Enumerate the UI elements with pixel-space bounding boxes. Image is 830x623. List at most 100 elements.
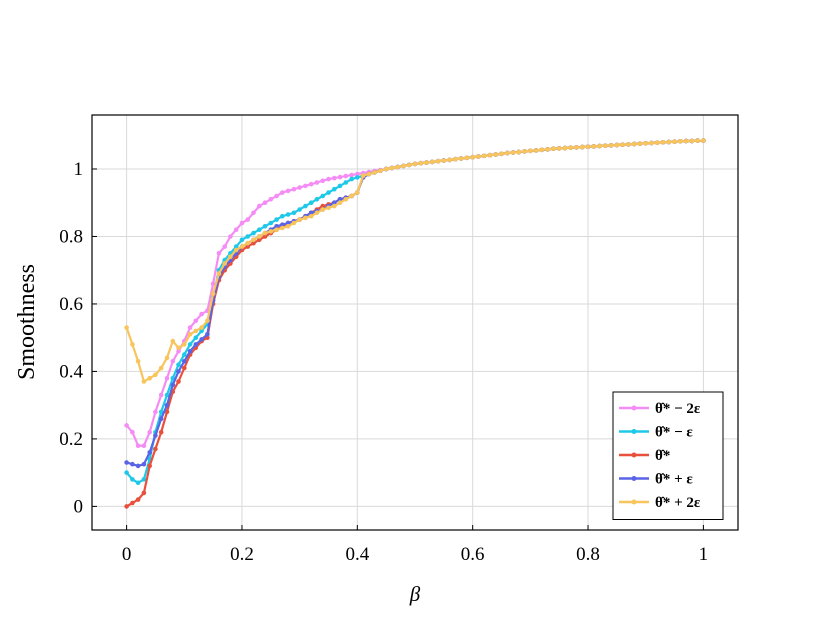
data-point bbox=[124, 325, 129, 330]
data-point bbox=[355, 171, 360, 177]
legend-marker bbox=[631, 405, 637, 411]
data-point bbox=[187, 342, 193, 347]
data-point bbox=[153, 372, 158, 378]
data-point bbox=[614, 142, 620, 148]
data-point bbox=[257, 203, 262, 209]
data-point bbox=[280, 213, 285, 219]
data-point bbox=[187, 325, 193, 330]
y-axis-title: Smoothness bbox=[14, 264, 40, 380]
data-point bbox=[626, 142, 631, 147]
data-point bbox=[176, 345, 181, 351]
data-point bbox=[147, 375, 152, 381]
data-point bbox=[297, 185, 302, 190]
x-tick-label: 0.4 bbox=[345, 544, 369, 565]
data-point bbox=[199, 337, 204, 342]
data-point bbox=[280, 225, 285, 231]
data-point bbox=[332, 186, 337, 192]
data-point bbox=[314, 197, 320, 202]
data-point bbox=[332, 200, 337, 205]
data-point bbox=[193, 335, 199, 341]
series-group bbox=[124, 138, 706, 509]
data-point bbox=[210, 281, 216, 287]
data-point bbox=[268, 197, 274, 202]
x-axis-title: β bbox=[409, 582, 421, 606]
data-point bbox=[343, 180, 349, 185]
data-point bbox=[585, 144, 591, 149]
data-point bbox=[153, 446, 158, 452]
data-point bbox=[395, 164, 401, 170]
legend-marker bbox=[631, 452, 637, 458]
data-point bbox=[280, 222, 285, 227]
data-point bbox=[176, 348, 181, 354]
data-point bbox=[366, 171, 372, 177]
data-point bbox=[274, 224, 279, 229]
data-point bbox=[158, 409, 164, 415]
data-point bbox=[187, 332, 193, 337]
data-point bbox=[360, 173, 366, 178]
data-point bbox=[303, 183, 308, 189]
data-point bbox=[251, 230, 256, 236]
data-point bbox=[205, 318, 210, 324]
data-point bbox=[141, 443, 147, 449]
y-tick-label: 0.6 bbox=[59, 294, 83, 315]
data-point bbox=[216, 251, 222, 256]
legend-item: θ̂* bbox=[619, 448, 670, 464]
data-point bbox=[182, 359, 187, 364]
data-point bbox=[285, 224, 291, 229]
legend-item: θ̂* − 2ε bbox=[619, 401, 701, 417]
data-point bbox=[337, 174, 343, 180]
data-point bbox=[297, 217, 302, 222]
data-point bbox=[493, 152, 499, 157]
data-point bbox=[280, 190, 285, 195]
data-point bbox=[164, 355, 170, 361]
data-point bbox=[453, 156, 458, 162]
data-point bbox=[135, 480, 141, 486]
series-5 bbox=[124, 138, 706, 384]
data-point bbox=[274, 227, 279, 232]
data-point bbox=[308, 200, 314, 205]
data-point bbox=[337, 200, 343, 205]
data-point bbox=[239, 220, 245, 226]
data-point bbox=[349, 172, 354, 178]
data-point bbox=[285, 220, 291, 226]
data-point bbox=[476, 154, 481, 159]
data-point bbox=[147, 429, 152, 435]
data-point bbox=[193, 342, 199, 347]
data-point bbox=[205, 332, 210, 337]
data-point bbox=[603, 143, 608, 148]
data-point bbox=[291, 210, 297, 216]
data-point bbox=[435, 158, 441, 164]
data-point bbox=[170, 382, 176, 388]
data-point bbox=[274, 217, 279, 222]
data-point bbox=[130, 461, 135, 467]
data-point bbox=[631, 141, 637, 147]
data-point bbox=[672, 139, 677, 144]
data-point bbox=[510, 150, 516, 155]
data-point bbox=[222, 244, 227, 249]
data-point bbox=[124, 460, 129, 465]
legend-marker bbox=[631, 499, 637, 505]
data-point bbox=[233, 227, 239, 232]
y-axis-ticks: 0 0.2 0.4 0.6 0.8 1 bbox=[59, 159, 97, 517]
x-tick-label: 0.8 bbox=[576, 544, 600, 565]
data-point bbox=[233, 244, 239, 249]
data-point bbox=[303, 203, 308, 209]
data-point bbox=[401, 163, 406, 169]
data-point bbox=[308, 210, 314, 216]
data-point bbox=[257, 237, 262, 243]
data-point bbox=[343, 197, 349, 202]
data-point bbox=[355, 190, 360, 195]
data-point bbox=[620, 142, 625, 147]
data-point bbox=[487, 152, 493, 158]
y-tick-label: 0 bbox=[74, 496, 84, 517]
data-point bbox=[430, 159, 435, 165]
data-point bbox=[320, 203, 326, 209]
data-point bbox=[562, 145, 568, 151]
data-point bbox=[141, 477, 147, 482]
data-point bbox=[245, 240, 250, 246]
data-point bbox=[228, 234, 233, 239]
data-point bbox=[274, 193, 279, 199]
data-point bbox=[643, 141, 648, 146]
data-point bbox=[574, 145, 579, 150]
